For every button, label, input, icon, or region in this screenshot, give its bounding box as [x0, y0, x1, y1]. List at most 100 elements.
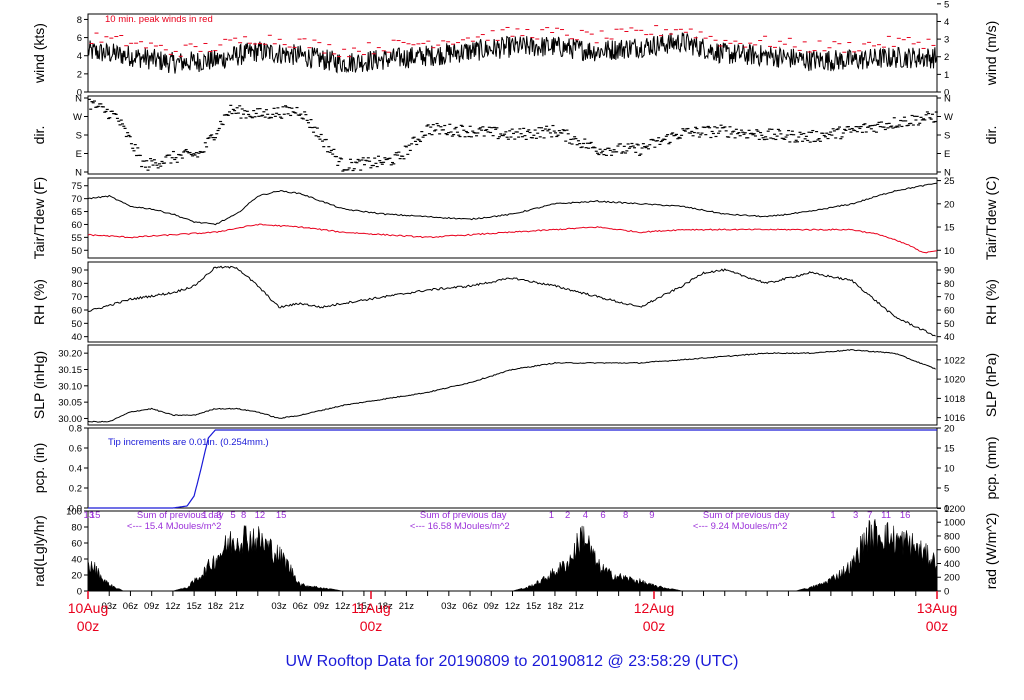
day-label-time: 00z — [643, 618, 666, 634]
rad-hour-mark: 13 — [84, 510, 95, 521]
temp-left-tick-label: 75 — [71, 181, 82, 192]
day-label: 13Aug — [917, 600, 957, 616]
temp-right-tick-label: 25 — [944, 176, 955, 187]
dir-tick-label-left: N — [75, 94, 82, 105]
slp-right-tick-label: 1016 — [944, 413, 965, 424]
rad-left-tick-label: 40 — [71, 555, 82, 566]
slp-left-tick-label: 30.05 — [58, 398, 82, 409]
slp-left-tick-label: 30.10 — [58, 381, 82, 392]
tdew-line — [87, 223, 938, 254]
x-tick-label: 15z — [356, 601, 372, 612]
x-tick-label: 21z — [569, 601, 585, 612]
dir-tick-label-left: S — [76, 131, 82, 142]
wind-right-tick-label: 1 — [944, 70, 949, 81]
pcp-left-label: pcp. (in) — [31, 443, 47, 494]
rad-hour-mark: 12 — [255, 510, 266, 521]
temp-left-tick-label: 65 — [71, 207, 82, 218]
pcp-right-tick-label: 0 — [944, 504, 949, 515]
rad-daily-sum-value: <--- 9.24 MJoules/m^2 — [693, 521, 787, 532]
rh-line — [88, 265, 936, 337]
slp-right-tick-label: 1018 — [944, 394, 965, 405]
rad-right-tick-label: 400 — [944, 559, 960, 570]
wind-right-tick-label: 0 — [944, 88, 949, 99]
rad-hour-mark: 1 — [549, 510, 554, 521]
rad-hour-mark: 2 — [565, 510, 570, 521]
rad-hour-mark: 1 — [830, 510, 835, 521]
rad-hour-mark: 15 — [276, 510, 287, 521]
dir-tick-label-right: N — [944, 168, 951, 179]
slp-left-tick-label: 30.20 — [58, 349, 82, 360]
wind-left-tick-label: 2 — [77, 69, 82, 80]
rh-right-label: RH (%) — [983, 279, 999, 325]
x-tick-label: 09z — [314, 601, 330, 612]
pcp-left-tick-label: 0.0 — [69, 504, 82, 515]
x-tick-label: 06z — [123, 601, 139, 612]
rad-hour-mark: 1 — [202, 510, 207, 521]
rad-daily-sum-title: Sum of previous day — [137, 510, 224, 521]
wind-right-tick-label: 2 — [944, 52, 949, 63]
tair-line — [87, 182, 938, 226]
wind-right-tick-label: 5 — [944, 0, 949, 10]
rad-right-tick-label: 1200 — [944, 504, 965, 515]
rh-left-tick-label: 80 — [71, 279, 82, 290]
rh-left-tick-label: 70 — [71, 292, 82, 303]
wind-right-label: wind (m/s) — [983, 21, 999, 87]
rad-hour-mark: 7 — [867, 510, 872, 521]
rh-left-label: RH (%) — [31, 279, 47, 325]
x-tick-label: 18z — [377, 601, 393, 612]
rad-hour-mark: 11 — [881, 510, 891, 521]
x-tick-label: 09z — [144, 601, 160, 612]
chart-title: UW Rooftop Data for 20190809 to 20190812… — [286, 653, 739, 670]
rh-right-tick-label: 60 — [944, 306, 955, 317]
pcp-left-tick-label: 0.2 — [69, 484, 82, 495]
rad-hour-mark: 9 — [649, 510, 654, 521]
rh-right-tick-label: 90 — [944, 266, 955, 277]
dir-tick-label-left: E — [76, 149, 82, 160]
rh-left-tick-label: 40 — [71, 332, 82, 343]
slp-right-label: SLP (hPa) — [983, 353, 999, 417]
wind-left-tick-label: 4 — [77, 51, 82, 62]
rad-right-tick-label: 1000 — [944, 518, 965, 529]
slp-left-tick-label: 30.15 — [58, 365, 82, 376]
x-tick-label: 12z — [165, 601, 181, 612]
wind-left-tick-label: 6 — [77, 33, 82, 44]
x-tick-label: 21z — [399, 601, 415, 612]
rad-left-tick-label: 60 — [71, 539, 82, 550]
wind-panel: wind (kts) wind (m/s) 0 2 4 6 8 0 1 2 3 4 5 10 min. p… — [31, 0, 999, 99]
day-label-time: 00z — [926, 618, 949, 634]
x-tick-label: 15z — [526, 601, 542, 612]
rad-left-tick-label: 0 — [77, 587, 82, 598]
x-tick-label: 12z — [335, 601, 351, 612]
dir-tick-label-right: N — [944, 94, 951, 105]
rad-hour-mark: 15 — [90, 510, 101, 521]
x-tick-label: 03z — [441, 601, 457, 612]
x-tick-label: 12z — [505, 601, 521, 612]
wind-left-label: wind (kts) — [31, 23, 47, 84]
dir-tick-label-right: W — [944, 112, 953, 123]
rad-daily-sum-title: Sum of previous day — [703, 510, 790, 521]
dir-tick-label-right: S — [944, 131, 950, 142]
rh-frame — [87, 261, 938, 343]
pcp-right-tick-label: 10 — [944, 464, 955, 475]
rad-hour-mark: 3 — [216, 510, 221, 521]
dir-tick-label-left: W — [73, 112, 82, 123]
temp-left-tick-label: 50 — [71, 246, 82, 257]
dir-tick-label-right: E — [944, 149, 950, 160]
temp-right-tick-label: 10 — [944, 246, 955, 257]
dir-left-label: dir. — [31, 126, 47, 145]
pcp-right-tick-label: 20 — [944, 424, 955, 435]
slp-left-label: SLP (inHg) — [31, 351, 47, 419]
rad-right-tick-label: 800 — [944, 531, 960, 542]
pcp-right-tick-label: 15 — [944, 444, 955, 455]
rad-panel: rad(Lgly/hr) rad (W/m^2)02040608010002004… — [31, 504, 999, 598]
wind-left-tick-label: 8 — [77, 15, 82, 26]
temp-panel: Tair/Tdew (F) Tair/Tdew (C) 50 55 60 65 70 75 10… — [31, 176, 999, 260]
x-tick-label: 18z — [208, 601, 224, 612]
wind-left-tick-label: 0 — [77, 88, 82, 99]
x-tick-label: 15z — [186, 601, 202, 612]
rad-hour-mark: 8 — [623, 510, 628, 521]
pcp-right-tick-label: 5 — [944, 484, 949, 495]
rad-hour-mark: 16 — [900, 510, 911, 521]
pcp-panel: pcp. (in) pcp. (mm) 0.0 0.2 0.4 0.6 0.8 0 5 10 15 2… — [31, 424, 999, 515]
